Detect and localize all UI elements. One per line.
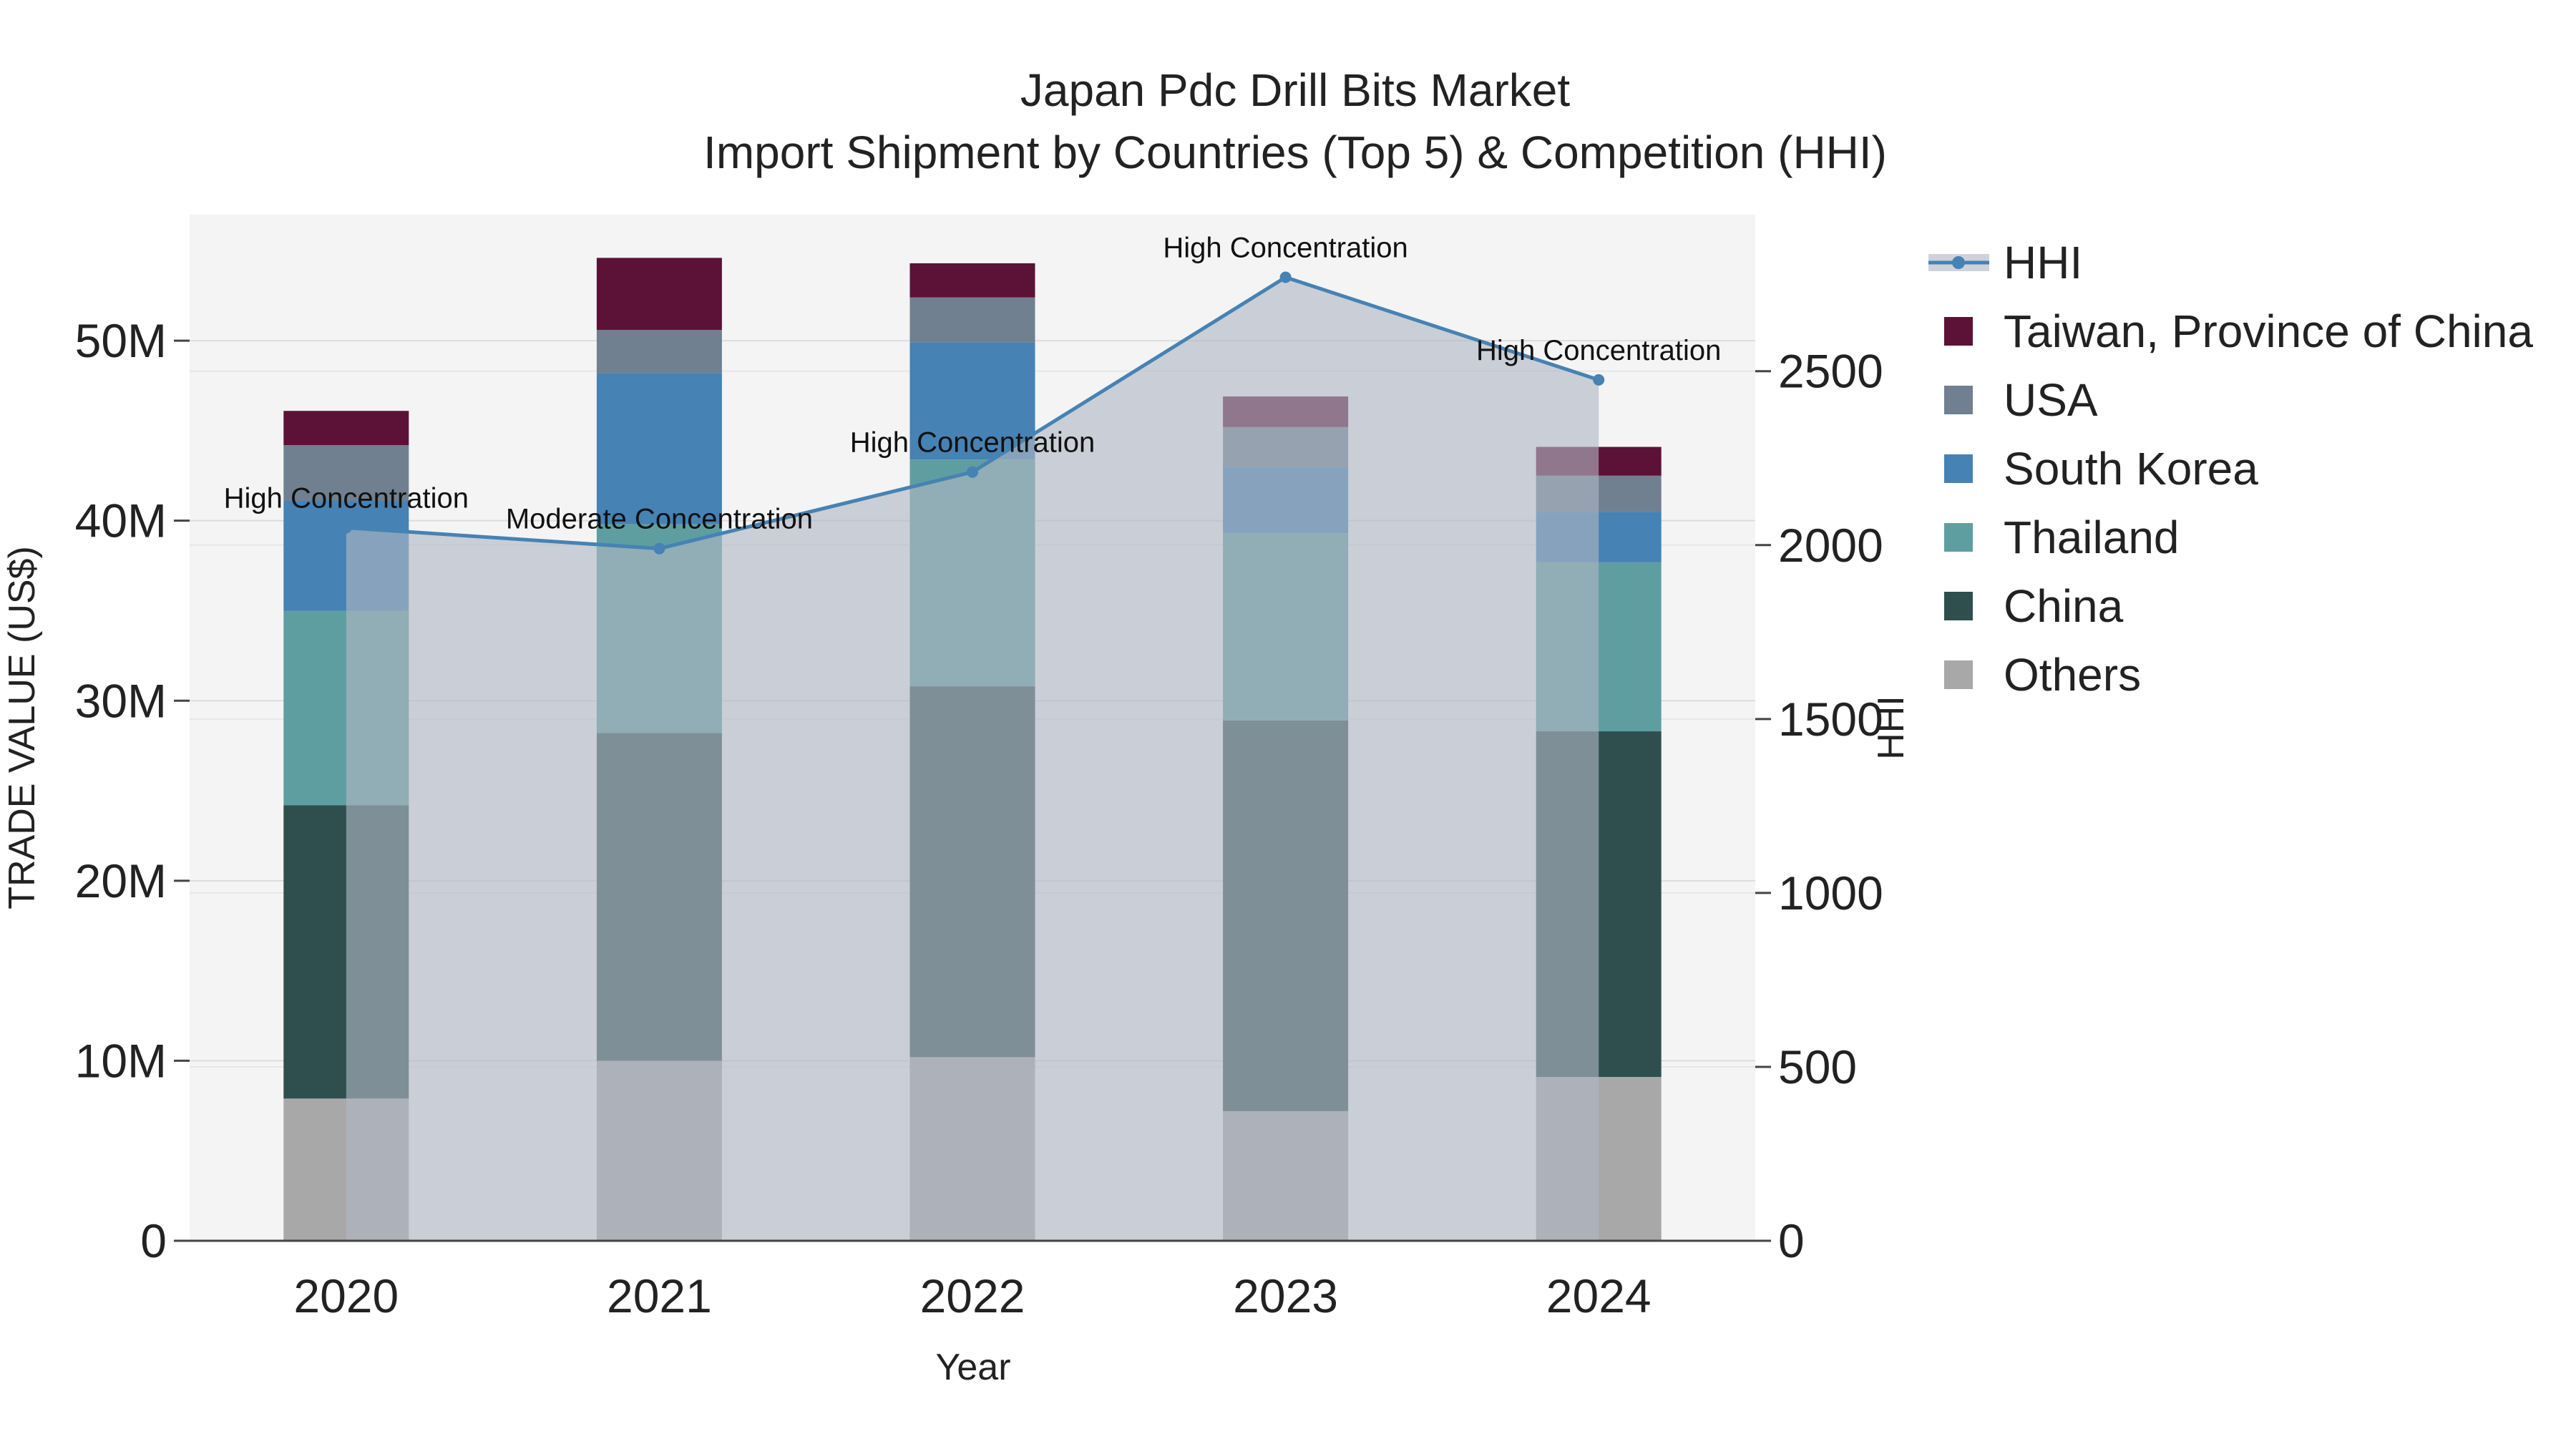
chart-subtitle: Import Shipment by Countries (Top 5) & C… — [703, 127, 1887, 178]
legend-label: Others — [2004, 649, 2141, 701]
legend-item-south-korea[interactable]: South Korea — [1944, 443, 2258, 494]
y-tick-label: 40M — [75, 494, 167, 547]
y-tick-label: 50M — [75, 314, 167, 367]
bar-usa-2022[interactable] — [909, 297, 1035, 343]
y2-tick-label: 0 — [1778, 1214, 1805, 1267]
legend-label: South Korea — [2004, 443, 2258, 494]
legend: HHI Taiwan, Province of China USA South Kor… — [1928, 237, 2533, 701]
x-tick-label: 2021 — [607, 1269, 712, 1322]
legend-swatch — [1944, 523, 1973, 552]
legend-label: HHI — [2004, 237, 2082, 288]
bar-taiwan-province-of-china-2021[interactable] — [596, 258, 722, 331]
y-tick-label: 30M — [75, 674, 167, 727]
y2-tick-label: 1500 — [1778, 693, 1883, 746]
hhi-point-2023[interactable] — [1279, 271, 1292, 283]
legend-swatch — [1944, 386, 1973, 414]
legend-label: China — [2004, 580, 2124, 632]
bar-taiwan-province-of-china-2020[interactable] — [283, 411, 409, 446]
legend-label: Thailand — [2004, 512, 2180, 563]
axes: 0 10M 20M 30M 40M 50M 0 500 1000 1500 2000 2500 2020… — [75, 314, 1883, 1322]
hhi-area — [346, 277, 1599, 1241]
legend-swatch — [1944, 454, 1973, 483]
hhi-annotation-2022: High Concentration — [850, 427, 1095, 459]
bar-taiwan-province-of-china-2022[interactable] — [909, 263, 1035, 298]
hhi-point-2021[interactable] — [653, 542, 665, 555]
legend-swatch — [1944, 317, 1973, 346]
legend-swatch-hhi-marker — [1952, 256, 1965, 269]
x-tick-label: 2022 — [920, 1269, 1025, 1322]
hhi-point-2022[interactable] — [967, 466, 978, 478]
legend-item-others[interactable]: Others — [1944, 649, 2141, 701]
y-axis-title: TRADE VALUE (US$) — [1, 546, 43, 909]
legend-swatch — [1944, 660, 1973, 689]
hhi-annotation-2021: Moderate Concentration — [506, 504, 813, 535]
y2-tick-label: 500 — [1778, 1040, 1857, 1093]
bar-usa-2021[interactable] — [596, 330, 722, 374]
x-axis-title: Year — [935, 1347, 1010, 1388]
legend-label: Taiwan, Province of China — [2004, 306, 2533, 357]
x-tick-label: 2020 — [293, 1269, 399, 1322]
legend-label: USA — [2004, 374, 2098, 426]
bar-south-korea-2022[interactable] — [909, 342, 1035, 460]
bar-south-korea-2021[interactable] — [596, 373, 722, 525]
hhi-layer: High Concentration Moderate Concentration… — [224, 232, 1721, 1241]
y2-tick-label: 2000 — [1778, 519, 1883, 572]
legend-swatch — [1944, 592, 1973, 620]
x-tick-label: 2023 — [1233, 1269, 1338, 1322]
y-tick-label: 0 — [140, 1214, 167, 1267]
legend-item-usa[interactable]: USA — [1944, 374, 2098, 426]
x-tick-label: 2024 — [1546, 1269, 1652, 1322]
hhi-annotation-2023: High Concentration — [1163, 232, 1407, 263]
bar-usa-2020[interactable] — [283, 445, 409, 502]
legend-item-hhi[interactable]: HHI — [1928, 237, 2082, 288]
legend-item-thailand[interactable]: Thailand — [1944, 512, 2180, 563]
legend-item-china[interactable]: China — [1944, 580, 2124, 632]
hhi-point-2024[interactable] — [1593, 374, 1605, 386]
y2-tick-label: 1000 — [1778, 867, 1883, 919]
hhi-annotation-2024: High Concentration — [1476, 335, 1721, 366]
hhi-point-2020[interactable] — [340, 522, 352, 534]
chart-title: Japan Pdc Drill Bits Market — [1020, 64, 1570, 116]
y2-tick-label: 2500 — [1778, 345, 1883, 398]
y-tick-label: 20M — [75, 854, 167, 907]
hhi-annotation-2020: High Concentration — [224, 482, 469, 514]
y2-axis-title: HHI — [1870, 696, 1912, 760]
legend-item-taiwan-province-of-china[interactable]: Taiwan, Province of China — [1944, 306, 2533, 357]
y-tick-label: 10M — [75, 1034, 167, 1087]
